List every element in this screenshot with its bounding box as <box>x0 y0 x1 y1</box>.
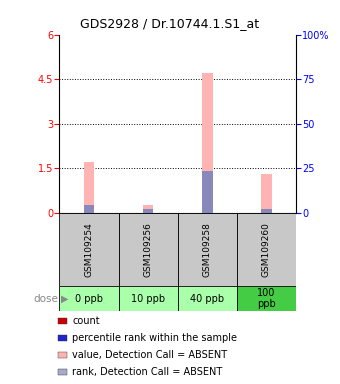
Text: 0 ppb: 0 ppb <box>75 293 103 304</box>
Bar <box>202 171 212 213</box>
Text: count: count <box>72 316 100 326</box>
Text: GDS2928 / Dr.10744.1.S1_at: GDS2928 / Dr.10744.1.S1_at <box>81 17 259 30</box>
Bar <box>143 205 153 213</box>
Text: ▶: ▶ <box>61 293 69 304</box>
Bar <box>84 162 95 213</box>
Bar <box>57 318 67 324</box>
Bar <box>177 213 237 286</box>
Bar <box>261 174 272 213</box>
Text: GSM109258: GSM109258 <box>203 222 212 277</box>
Text: 100
ppb: 100 ppb <box>257 288 276 310</box>
Text: 40 ppb: 40 ppb <box>190 293 224 304</box>
Bar <box>261 209 272 213</box>
Bar <box>177 286 237 311</box>
Bar <box>59 286 119 311</box>
Bar <box>119 286 177 311</box>
Bar <box>143 209 153 213</box>
Bar <box>202 73 212 213</box>
Bar <box>237 286 296 311</box>
Text: GSM109256: GSM109256 <box>143 222 153 277</box>
Text: 10 ppb: 10 ppb <box>131 293 165 304</box>
Bar <box>119 213 177 286</box>
Text: dose: dose <box>33 293 58 304</box>
Bar <box>57 335 67 341</box>
Text: rank, Detection Call = ABSENT: rank, Detection Call = ABSENT <box>72 367 222 377</box>
Bar <box>57 352 67 358</box>
Text: percentile rank within the sample: percentile rank within the sample <box>72 333 237 343</box>
Bar <box>57 369 67 375</box>
Text: value, Detection Call = ABSENT: value, Detection Call = ABSENT <box>72 350 227 360</box>
Bar <box>237 213 296 286</box>
Bar <box>84 205 95 213</box>
Text: GSM109260: GSM109260 <box>262 222 271 277</box>
Bar <box>59 213 119 286</box>
Text: GSM109254: GSM109254 <box>85 222 94 277</box>
